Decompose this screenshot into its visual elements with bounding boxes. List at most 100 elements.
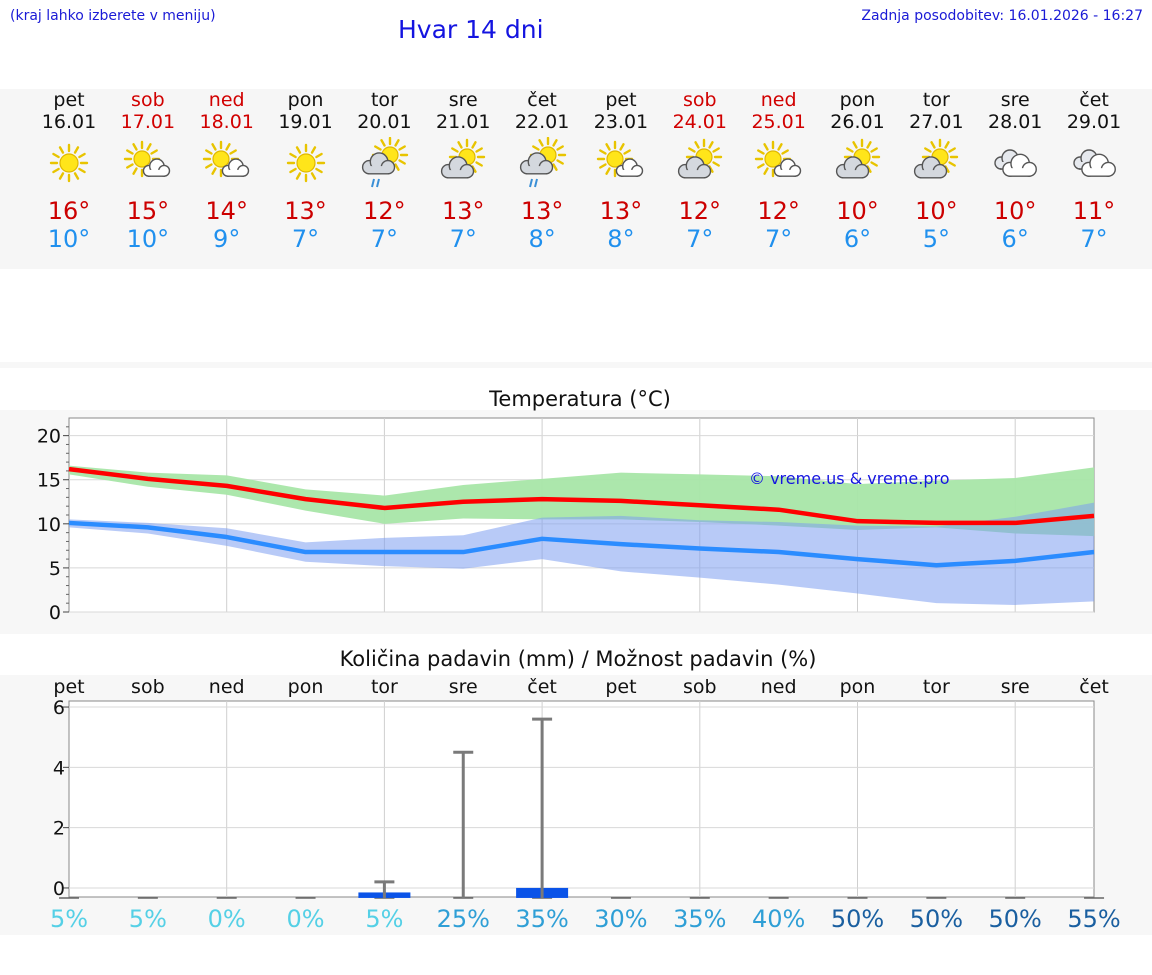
day-date: 28.01 <box>987 111 1043 133</box>
precip-probability: 0% <box>208 905 246 933</box>
day-name: sob <box>683 89 717 111</box>
precipitation-chart-title: Količina padavin (mm) / Možnost padavin … <box>339 647 817 671</box>
day-date: 23.01 <box>593 111 649 133</box>
y-tick-label: 15 <box>37 470 61 492</box>
day-date: 27.01 <box>909 111 964 133</box>
min-temp: 10° <box>47 225 91 253</box>
sun-cloud-rain-icon <box>362 137 409 188</box>
min-temp-range-band <box>69 502 1095 605</box>
cloud-sun-icon <box>441 138 486 179</box>
day-column: sre 28.01 10° 6° <box>975 89 1055 253</box>
min-temp: 5° <box>922 225 950 253</box>
plot-area <box>68 700 1095 898</box>
sun-shape <box>596 140 634 178</box>
clouds-icon <box>1073 149 1116 177</box>
y-tick-label: 0 <box>49 602 61 624</box>
min-temp: 7° <box>1080 225 1108 253</box>
day-date: 25.01 <box>751 111 806 133</box>
day-column: pet 23.01 13° 8° <box>581 89 661 253</box>
min-temp: 6° <box>1001 225 1029 253</box>
max-temp-line <box>68 466 1095 526</box>
cloud-sun-icon <box>914 138 959 179</box>
y-tick-label: 20 <box>37 426 61 448</box>
day-column: ned 18.01 14° 9° <box>187 89 267 253</box>
day-column: pon 19.01 13° 7° <box>266 89 346 253</box>
day-column: tor 27.01 10° 5° <box>896 89 976 253</box>
day-date: 20.01 <box>357 111 412 133</box>
max-temp: 11° <box>1072 197 1116 225</box>
day-date: 26.01 <box>830 111 885 133</box>
day-name: pon <box>839 89 876 111</box>
y-tick-label: 4 <box>53 757 65 779</box>
day-column: pet 16.01 16° 10° <box>29 89 109 253</box>
day-column: ned 25.01 12° 7° <box>739 89 819 253</box>
min-temp: 7° <box>765 225 793 253</box>
day-date: 22.01 <box>514 111 570 133</box>
cloud-shape <box>677 156 711 179</box>
precip-probability: 25% <box>437 905 490 933</box>
day-axis-label: pon <box>840 676 876 698</box>
day-name: ned <box>760 89 797 111</box>
precip-probability: 30% <box>594 905 647 933</box>
max-temp: 13° <box>599 197 643 225</box>
max-temp: 12° <box>757 197 800 225</box>
sun-shape <box>49 143 89 183</box>
min-temp: 7° <box>686 225 714 253</box>
day-date: 24.01 <box>672 111 727 133</box>
sun-cloud-icon <box>754 140 801 178</box>
rain-drop <box>376 178 381 188</box>
day-column: sre 21.01 13° 7° <box>423 89 503 253</box>
cloud-shape <box>1081 153 1116 177</box>
day-axis-label: tor <box>371 676 398 698</box>
precip-probability: 35% <box>673 905 726 933</box>
precip-probability: 5% <box>129 905 167 933</box>
day-date: 21.01 <box>436 111 491 133</box>
sun-shape <box>286 143 325 183</box>
cloud-shape <box>221 158 249 177</box>
max-temp: 12° <box>678 197 722 225</box>
min-temp: 6° <box>843 225 872 253</box>
precip-probability: 50% <box>831 905 884 933</box>
day-name: tor <box>922 89 950 111</box>
day-date: 17.01 <box>120 111 176 133</box>
clouds-icon <box>994 149 1038 177</box>
y-tick-label: 10 <box>37 514 61 536</box>
day-axis-label: sob <box>131 676 165 698</box>
precip-probability: 5% <box>365 905 403 933</box>
max-temp: 14° <box>205 197 248 225</box>
max-temp: 13° <box>441 197 485 225</box>
temperature-chart: 0 5 10 15 20 © vreme.us & vreme.pro <box>37 417 1095 624</box>
rain-drop <box>534 178 539 188</box>
day-column: sob 24.01 12° 7° <box>660 89 740 253</box>
day-column: pon 26.01 10° 6° <box>818 89 898 253</box>
max-temp: 10° <box>836 197 879 225</box>
min-temp: 8° <box>528 225 556 253</box>
day-axis-label: čet <box>527 676 557 698</box>
sun-icon <box>49 143 89 183</box>
y-tick-label: 2 <box>53 818 65 840</box>
day-axis-label: ned <box>209 676 245 698</box>
day-date: 19.01 <box>278 111 333 133</box>
min-temp: 9° <box>213 225 241 253</box>
day-name: čet <box>527 89 557 111</box>
rain-drop <box>371 178 376 188</box>
cloud-shape <box>835 156 869 179</box>
day-column: sob 17.01 15° 10° <box>108 89 188 253</box>
day-axis-label: pon <box>288 676 324 698</box>
day-date: 29.01 <box>1066 111 1122 133</box>
day-axis-label: ned <box>761 676 797 698</box>
cloud-shape <box>773 158 801 177</box>
max-temp: 10° <box>993 197 1037 225</box>
day-column: čet 29.01 11° 7° <box>1054 89 1134 253</box>
cloud-shape <box>142 158 171 177</box>
day-name: sob <box>131 89 165 111</box>
forecast-strip: pet 16.01 16° 10° sob 17.01 15° 10° ned 18.01 14° 9… <box>0 89 1152 269</box>
day-name: čet <box>1079 89 1109 111</box>
day-axis-label: sre <box>449 676 478 698</box>
max-temp: 13° <box>284 197 327 225</box>
day-name: pon <box>287 89 324 111</box>
day-column: tor 20.01 12° 7° <box>344 89 424 253</box>
rain-drop <box>529 178 534 188</box>
y-tick-label: 5 <box>49 558 61 580</box>
precipitation-chart: pet sob ned pon tor sre čet pet sob ned pon tor sre č… <box>50 676 1121 933</box>
